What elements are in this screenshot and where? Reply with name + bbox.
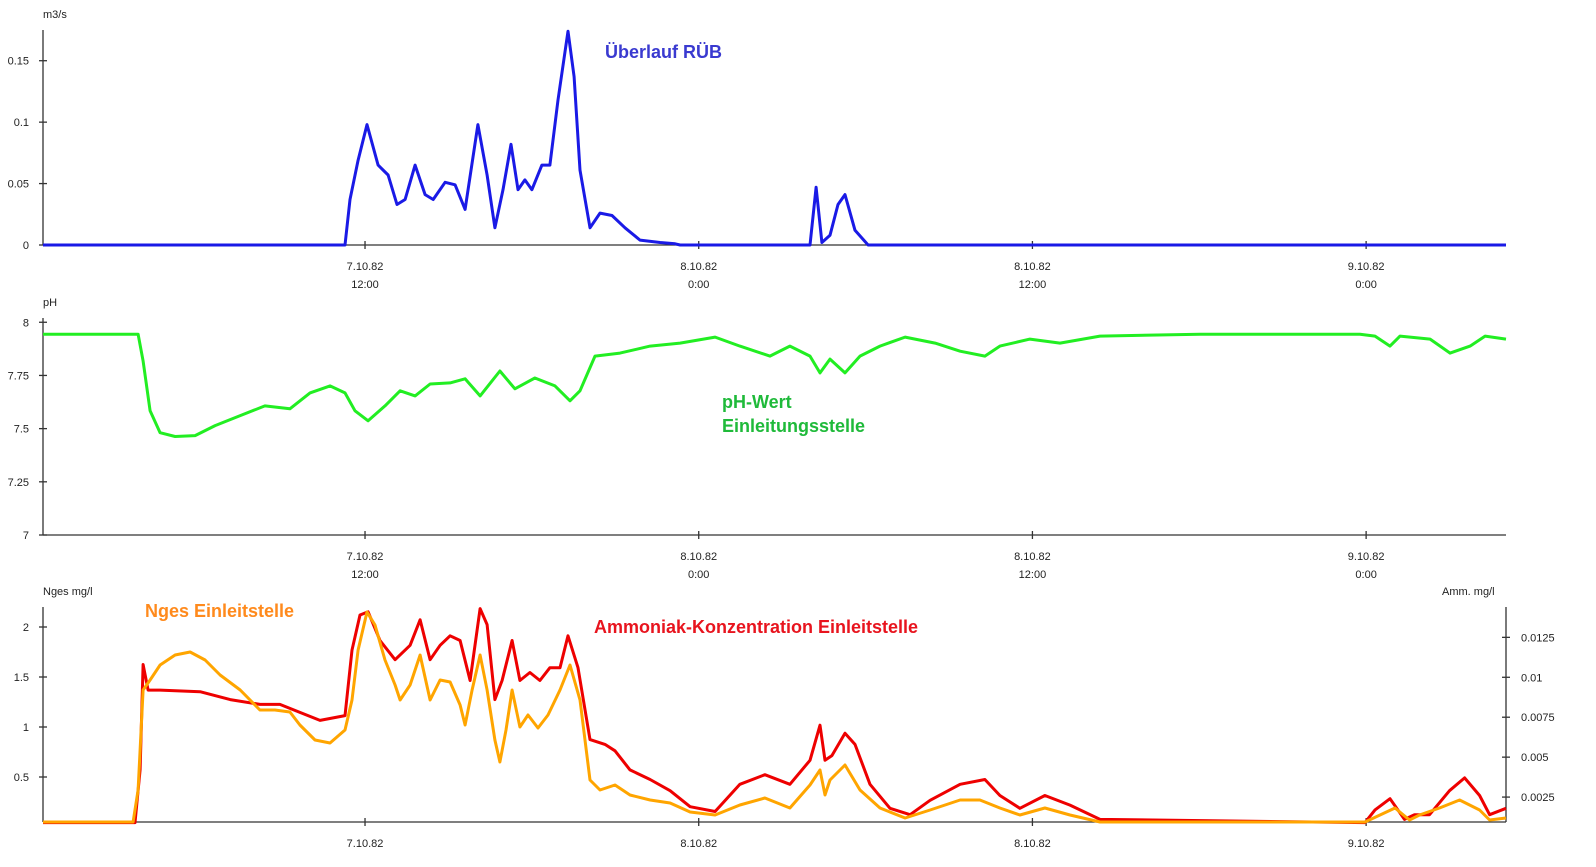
x-tick-label: 8.10.82 [680,838,717,850]
series-label-ammoniak: Ammoniak-Konzentration Einleitstelle [594,617,919,637]
x-tick-label: 0:00 [1355,569,1376,581]
y-tick-label-right: 0.0025 [1521,792,1555,804]
series-label-ph-line1: pH-Wert [722,392,792,412]
x-tick-label: 12:00 [1019,569,1047,581]
y-tick-label: 0.15 [8,56,29,68]
x-tick-label: 9.10.82 [1348,838,1385,850]
series-line-ph-wert-einleitungsstelle [43,332,1507,438]
x-tick-label: 12:00 [351,569,379,581]
x-tick-label: 8.10.82 [1014,261,1051,273]
x-tick-label: 8.10.82 [680,261,717,273]
x-tick-label: 7.10.82 [347,838,384,850]
x-tick-label: 0:00 [1355,279,1376,291]
x-tick-label: 8.10.82 [1014,551,1051,563]
y-tick-label: 0.1 [14,117,29,129]
y-tick-label-right: 0.0125 [1521,632,1555,644]
panel-1: 0 0.05 0.1 0.15 7.10.82 12:00 8.10.82 0:00 8.10.… [8,29,1506,291]
y-tick-label: 7.75 [8,370,29,382]
x-tick-label: 8.10.82 [680,551,717,563]
y-tick-label-right: 0.0075 [1521,712,1555,724]
y-tick-label-right: 0.01 [1521,672,1542,684]
x-tick-label: 12:00 [1019,279,1047,291]
y-tick-label: 7.25 [8,477,29,489]
y-tick-label: 2 [23,622,29,634]
x-tick-label: 9.10.82 [1348,261,1385,273]
y-tick-label: 7 [23,530,29,542]
x-tick-label: 7.10.82 [347,551,384,563]
y-tick-label: 1 [23,722,29,734]
series-label-nges: Nges Einleitstelle [145,601,295,621]
series-line--berlauf-r-b [43,29,1506,247]
x-tick-label: 0:00 [688,569,709,581]
panel3-y-unit-right: Amm. mg/l [1442,586,1495,598]
x-tick-label: 12:00 [351,279,379,291]
y-tick-label: 0.05 [8,179,29,191]
y-tick-label: 1.5 [14,672,29,684]
panel1-y-unit: m3/s [43,9,67,21]
x-tick-label: 0:00 [688,279,709,291]
y-tick-label: 8 [23,317,29,329]
panel-3: 0.5 1 1.5 2 0.0025 0.005 0.0075 0.01 0.0125 7.10.… [14,607,1555,850]
y-tick-label: 7.5 [14,424,29,436]
panel2-y-unit: pH [43,297,58,309]
panel-2: 7 7.25 7.5 7.75 8 7.10.82 12:00 8.10.82 0:00 8.10… [8,317,1507,581]
x-tick-label: 8.10.82 [1014,838,1051,850]
x-tick-label: 7.10.82 [347,261,384,273]
series-line-nges-einleitstelle [43,610,1507,824]
y-tick-label: 0.5 [14,772,29,784]
panel3-y-unit-left: Nges mg/l [43,586,93,598]
y-tick-label: 0 [23,240,29,252]
x-tick-label: 9.10.82 [1348,551,1385,563]
series-label-ueberlauf: Überlauf RÜB [605,42,723,62]
series-line-ammoniak-konzentration-einleitstelle [43,607,1507,825]
y-tick-label-right: 0.005 [1521,752,1549,764]
series-label-ph-line2: Einleitungsstelle [722,416,866,436]
